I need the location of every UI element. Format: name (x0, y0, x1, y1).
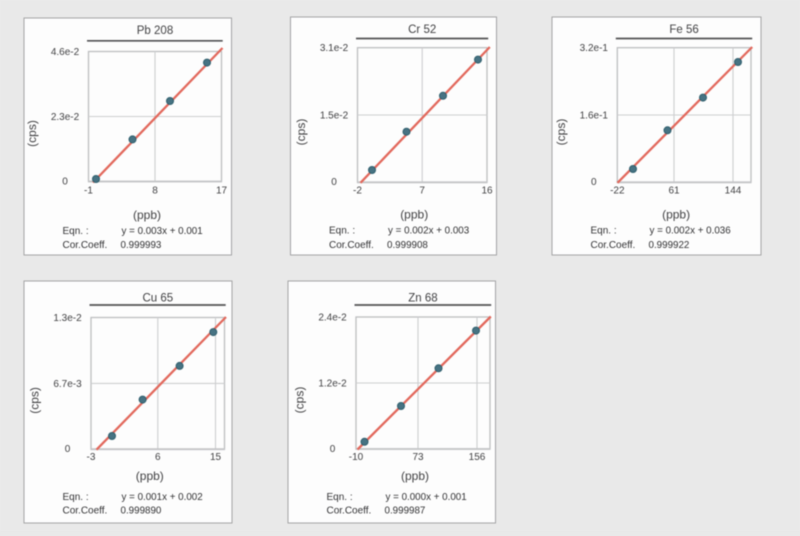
svg-text:-22: -22 (610, 186, 625, 197)
svg-text:Eqn. :: Eqn. : (63, 226, 89, 237)
svg-text:Cor.Coeff.: Cor.Coeff. (327, 506, 372, 517)
svg-text:17: 17 (216, 185, 228, 196)
svg-text:Eqn. :: Eqn. : (63, 492, 89, 503)
svg-text:6: 6 (155, 452, 161, 463)
svg-text:16: 16 (481, 186, 493, 197)
svg-text:7: 7 (419, 186, 425, 197)
svg-text:Eqn. :: Eqn. : (327, 492, 353, 503)
svg-text:Pb 208: Pb 208 (137, 25, 173, 37)
svg-text:15: 15 (210, 452, 222, 463)
svg-text:2.3e-2: 2.3e-2 (51, 112, 80, 123)
svg-text:Cor.Coeff.: Cor.Coeff. (329, 240, 374, 251)
svg-text:y = 0.003x + 0.001: y = 0.003x + 0.001 (122, 226, 203, 237)
svg-text:0: 0 (591, 177, 597, 188)
svg-text:73: 73 (412, 452, 424, 463)
svg-text:61: 61 (668, 186, 680, 197)
svg-text:0.999987: 0.999987 (385, 506, 426, 517)
svg-text:(cps): (cps) (28, 387, 42, 414)
svg-text:y = 0.002x + 0.036: y = 0.002x + 0.036 (650, 226, 732, 237)
svg-text:(cps): (cps) (25, 120, 39, 147)
svg-text:0: 0 (330, 444, 336, 455)
svg-text:144: 144 (725, 186, 742, 197)
svg-text:(cps): (cps) (293, 387, 307, 414)
svg-text:-3: -3 (87, 452, 96, 463)
svg-text:0.999890: 0.999890 (121, 506, 162, 517)
svg-text:Cor.Coeff.: Cor.Coeff. (63, 240, 108, 251)
svg-text:y = 0.000x + 0.001: y = 0.000x + 0.001 (386, 492, 467, 503)
svg-text:Cor.Coeff.: Cor.Coeff. (63, 506, 108, 517)
svg-text:(ppb): (ppb) (400, 208, 428, 222)
svg-text:3.2e-1: 3.2e-1 (580, 43, 609, 54)
svg-text:Cor.Coeff.: Cor.Coeff. (591, 240, 636, 251)
svg-text:-10: -10 (349, 452, 364, 463)
svg-text:(ppb): (ppb) (133, 208, 161, 222)
svg-text:0.999908: 0.999908 (387, 240, 428, 251)
svg-text:Fe 56: Fe 56 (669, 24, 698, 36)
svg-text:1.5e-2: 1.5e-2 (320, 111, 349, 122)
svg-text:Eqn. :: Eqn. : (329, 226, 355, 237)
svg-text:1.6e-1: 1.6e-1 (580, 111, 609, 122)
svg-text:156: 156 (469, 452, 486, 463)
svg-text:2.4e-2: 2.4e-2 (318, 313, 347, 324)
svg-text:-2: -2 (353, 186, 362, 197)
svg-text:(ppb): (ppb) (662, 208, 690, 222)
svg-text:Cr 52: Cr 52 (408, 24, 436, 36)
svg-text:Eqn. :: Eqn. : (591, 226, 617, 237)
svg-text:0.999922: 0.999922 (649, 240, 690, 251)
svg-text:Zn 68: Zn 68 (408, 293, 437, 305)
svg-text:0: 0 (65, 444, 71, 455)
svg-text:6.7e-3: 6.7e-3 (53, 379, 82, 390)
svg-text:(cps): (cps) (294, 119, 308, 146)
svg-text:(cps): (cps) (554, 119, 568, 146)
svg-text:y = 0.001x + 0.002: y = 0.001x + 0.002 (122, 492, 203, 503)
svg-text:y = 0.002x + 0.003: y = 0.002x + 0.003 (388, 226, 470, 237)
svg-text:(ppb): (ppb) (401, 469, 429, 483)
svg-text:3.1e-2: 3.1e-2 (320, 43, 349, 54)
svg-text:1.2e-2: 1.2e-2 (318, 379, 347, 390)
svg-text:0: 0 (331, 177, 337, 188)
svg-text:0: 0 (62, 176, 68, 187)
svg-text:4.6e-2: 4.6e-2 (51, 47, 80, 58)
svg-text:0.999993: 0.999993 (121, 240, 162, 251)
svg-text:1.3e-2: 1.3e-2 (53, 313, 82, 324)
svg-text:-1: -1 (84, 185, 93, 196)
svg-text:Cu 65: Cu 65 (142, 293, 173, 305)
svg-text:8: 8 (152, 185, 158, 196)
svg-text:(ppb): (ppb) (136, 469, 164, 483)
